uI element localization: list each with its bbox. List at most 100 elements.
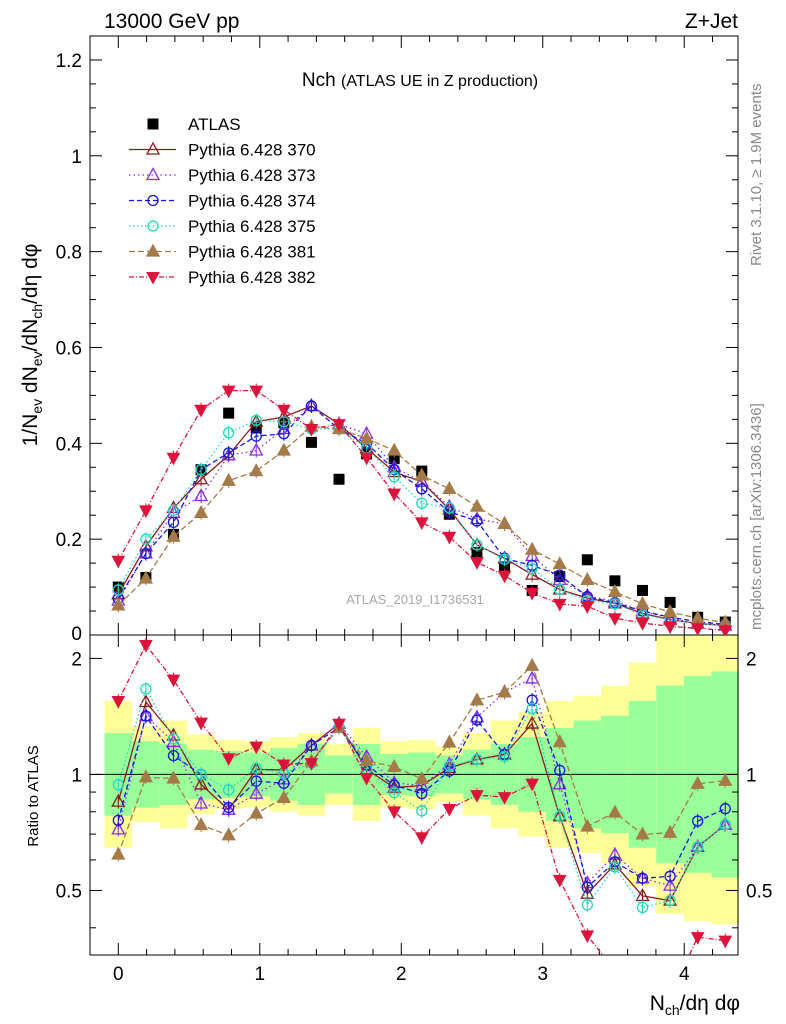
point-pythia-6-428-382	[470, 557, 484, 570]
ratio-point-pythia-6-428-374	[554, 764, 566, 777]
ratio-point-pythia-6-428-375	[692, 841, 704, 853]
point-pythia-6-428-382	[304, 423, 319, 437]
ratio-tick-label-left: 0.5	[56, 881, 82, 902]
point-pythia-6-428-382	[249, 385, 264, 399]
point-pythia-6-428-381	[497, 515, 512, 529]
ratio-point-pythia-6-428-381	[497, 684, 512, 698]
point-pythia-6-428-374	[250, 430, 262, 442]
ratio-point-pythia-6-428-374	[305, 739, 318, 752]
ratio-point-pythia-6-428-381	[607, 804, 623, 818]
point-pythia-6-428-382	[387, 488, 402, 502]
ratio-point-pythia-6-428-381	[138, 769, 153, 783]
ratio-point-pythia-6-428-382	[304, 758, 319, 771]
plot-title: Nch (ATLAS UE in Z production)	[302, 70, 538, 91]
ratio-plot-axes: 0 1 2 3 4 0.5 0.5 1 1 2 2	[56, 634, 772, 985]
point-pythia-6-428-382	[552, 598, 567, 612]
point-pythia-6-428-382	[111, 555, 126, 569]
ratio-point-pythia-6-428-381	[414, 771, 429, 785]
ratio-point-pythia-6-428-381	[166, 770, 181, 784]
point-pythia-6-428-373	[249, 442, 264, 456]
ratio-point-pythia-6-428-375	[195, 768, 207, 781]
point-pythia-6-428-381	[525, 541, 540, 555]
ratio-point-pythia-6-428-382	[580, 930, 595, 943]
header-right: Z+Jet	[685, 10, 738, 33]
point-pythia-6-428-382	[139, 505, 153, 518]
legend-marker-pythia-6-428-375	[147, 220, 159, 232]
point-pythia-6-428-375	[140, 533, 152, 545]
ratio-point-pythia-6-428-370	[635, 888, 650, 902]
point-pythia-6-428-382	[414, 517, 429, 530]
point-pythia-6-428-374	[223, 447, 235, 459]
point-pythia-6-428-381	[442, 480, 457, 494]
point-pythia-6-428-375	[388, 471, 400, 483]
ratio-point-pythia-6-428-381	[718, 772, 733, 786]
point-pythia-6-428-382	[442, 531, 457, 545]
y-tick-label: 0.4	[56, 434, 83, 455]
point-pythia-6-428-374	[140, 547, 152, 560]
point-pythia-6-428-375	[416, 497, 428, 509]
ratio-point-pythia-6-428-375	[554, 810, 566, 822]
header-left: 13000 GeV pp	[104, 10, 239, 33]
point-pythia-6-428-382	[166, 452, 181, 466]
ratio-point-pythia-6-428-375	[112, 779, 124, 791]
legend-marker-pythia-6-428-381	[145, 243, 161, 257]
point-pythia-6-428-382	[580, 601, 595, 614]
point-pythia-6-428-382	[359, 452, 374, 466]
point-pythia-6-428-381	[469, 498, 485, 512]
point-pythia-6-428-374	[305, 400, 318, 412]
ratio-point-pythia-6-428-375	[526, 702, 538, 715]
legend-label-pythia-6-428-382: Pythia 6.428 382	[188, 268, 316, 287]
point-atlas	[636, 584, 648, 596]
legend-marker-pythia-6-428-373	[145, 167, 161, 181]
ratio-point-pythia-6-428-382	[497, 792, 512, 805]
ratio-point-pythia-6-428-382	[387, 806, 402, 819]
point-pythia-6-428-381	[276, 442, 291, 456]
point-pythia-6-428-375	[554, 583, 566, 596]
point-pythia-6-428-375	[250, 414, 262, 426]
ratio-point-pythia-6-428-374	[719, 803, 731, 815]
point-pythia-6-428-373	[193, 488, 209, 502]
y-tick-label-zero: 0	[71, 624, 82, 645]
ratio-point-pythia-6-428-373	[166, 734, 181, 748]
ratio-point-pythia-6-428-382	[636, 990, 648, 1001]
ratio-point-pythia-6-428-374	[167, 749, 180, 762]
ratio-point-pythia-6-428-370	[193, 776, 209, 790]
point-pythia-6-428-381	[662, 604, 678, 618]
point-atlas	[609, 575, 621, 587]
ratio-tick-label-left: 2	[71, 649, 82, 670]
ratio-point-pythia-6-428-374	[664, 870, 676, 882]
point-pythia-6-428-382	[663, 621, 677, 634]
ratio-point-pythia-6-428-375	[443, 760, 456, 772]
ratio-point-pythia-6-428-382	[221, 753, 236, 766]
ratio-point-pythia-6-428-382	[609, 966, 621, 977]
ratio-point-pythia-6-428-381	[442, 734, 457, 748]
x-tick-label: 2	[396, 964, 407, 985]
ratio-point-pythia-6-428-375	[609, 861, 621, 873]
y-tick-label: 0.6	[56, 338, 82, 359]
point-pythia-6-428-381	[111, 597, 126, 611]
point-pythia-6-428-375	[498, 553, 511, 565]
ratio-point-pythia-6-428-381	[249, 805, 264, 819]
ratio-point-pythia-6-428-374	[140, 710, 152, 722]
point-pythia-6-428-382	[332, 419, 346, 432]
point-pythia-6-428-382	[718, 625, 733, 635]
ratio-point-pythia-6-428-382	[359, 773, 374, 786]
point-pythia-6-428-381	[249, 463, 264, 477]
ratio-point-pythia-6-428-381	[635, 826, 650, 840]
point-pythia-6-428-382	[497, 570, 512, 584]
ratio-plot-frame	[89, 634, 739, 956]
legend-marker-pythia-6-428-382	[146, 272, 160, 285]
ratio-point-pythia-6-428-374	[223, 801, 235, 814]
ratio-point-pythia-6-428-373	[552, 776, 567, 790]
ratio-point-pythia-6-428-382	[249, 741, 264, 755]
x-tick-label: 4	[679, 964, 690, 985]
ratio-point-pythia-6-428-375	[636, 901, 649, 914]
legend-label-pythia-6-428-370: Pythia 6.428 370	[188, 141, 316, 160]
ratio-point-pythia-6-428-382	[442, 803, 457, 817]
legend-label-pythia-6-428-381: Pythia 6.428 381	[188, 243, 316, 262]
x-tick-label: 0	[113, 964, 124, 985]
rivet-label: Rivet 3.1.10, ≥ 1.9M events	[748, 84, 765, 267]
ratio-point-pythia-6-428-381	[359, 752, 374, 766]
title-sub: (ATLAS UE in Z production)	[341, 73, 538, 90]
point-pythia-6-428-370	[193, 471, 209, 485]
